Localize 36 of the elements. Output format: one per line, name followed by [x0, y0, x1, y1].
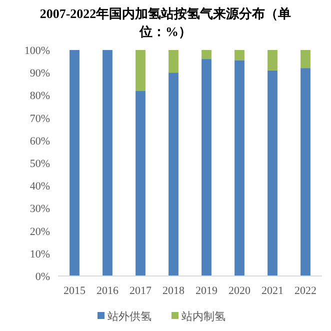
bar	[202, 50, 212, 60]
x-tick-label: 2022	[294, 285, 316, 297]
bar	[70, 50, 80, 276]
x-tick-label: 2021	[262, 285, 284, 297]
y-tick-label: 30%	[30, 203, 50, 216]
legend-label: 站外供氢	[108, 310, 152, 323]
bar	[234, 50, 244, 60]
y-tick-label: 80%	[30, 90, 50, 102]
y-tick-label: 20%	[30, 226, 50, 238]
y-tick-label: 0%	[35, 271, 50, 283]
x-tick-label: 2020	[228, 285, 251, 297]
y-tick-label: 50%	[30, 158, 50, 170]
x-tick-label: 2017	[130, 285, 152, 297]
bar	[136, 90, 146, 276]
x-tick-label: 2015	[64, 285, 86, 297]
bar	[168, 72, 178, 276]
x-tick-label: 2019	[196, 285, 218, 297]
y-tick-label: 100%	[24, 45, 50, 57]
y-tick-label: 40%	[30, 180, 50, 193]
y-tick-label: 90%	[30, 68, 50, 80]
y-tick-label: 10%	[30, 248, 50, 260]
x-tick-label: 2018	[162, 285, 185, 297]
bar	[136, 50, 146, 91]
bar	[234, 60, 244, 276]
bar	[168, 50, 178, 73]
bar	[102, 50, 112, 276]
y-tick-label: 60%	[30, 135, 50, 148]
bar	[300, 50, 310, 68]
x-tick-label: 2016	[96, 285, 119, 297]
bar	[268, 70, 278, 276]
bar	[268, 50, 278, 70]
legend-label: 站内制氢	[182, 310, 226, 323]
chart-title: 2007-2022年国内加氢站按氢气来源分布（单位：%）	[40, 6, 292, 39]
bar	[300, 68, 310, 276]
y-tick-label: 70%	[30, 112, 50, 125]
bar	[202, 59, 212, 276]
